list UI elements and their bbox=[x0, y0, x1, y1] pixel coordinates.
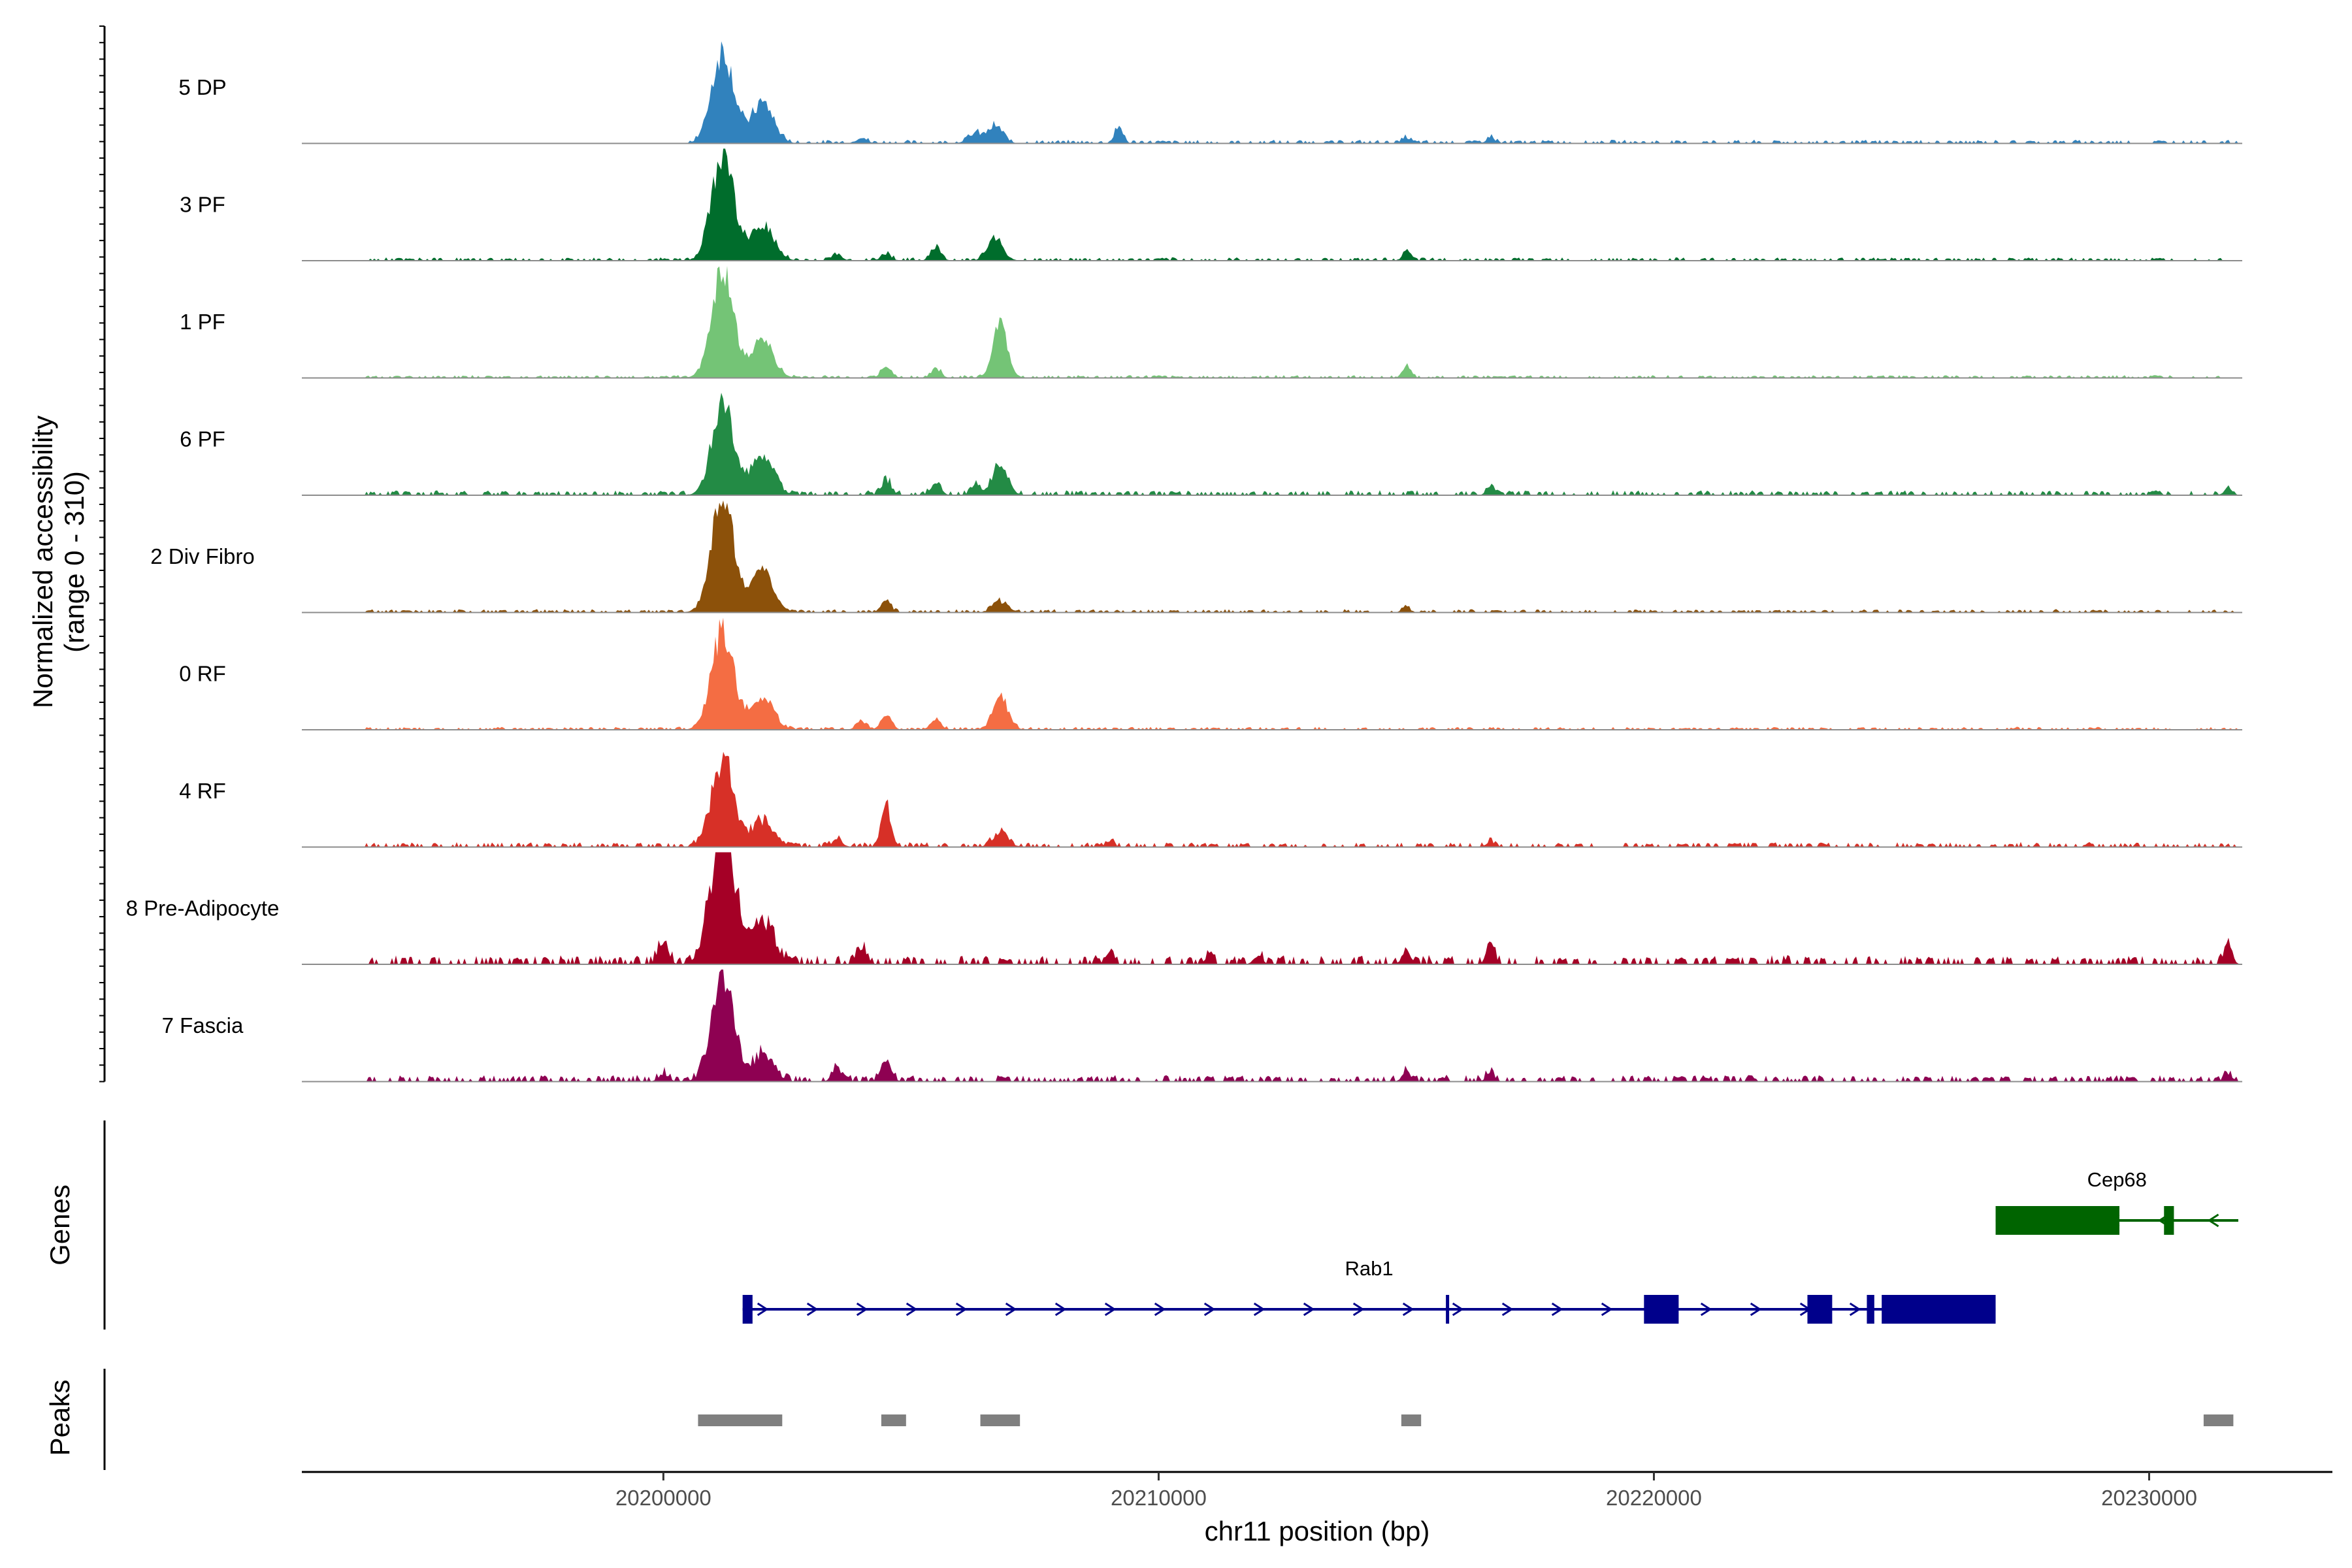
coverage-area bbox=[302, 751, 2242, 847]
gene-cep68: Cep68 bbox=[1995, 1168, 2238, 1235]
coverage-area bbox=[302, 41, 2242, 144]
track-1-pf: 1 PF bbox=[180, 266, 2242, 379]
strand-arrow bbox=[1253, 1302, 1266, 1316]
coverage-area bbox=[302, 500, 2242, 613]
strand-arrow bbox=[1501, 1302, 1514, 1316]
track-6-pf: 6 PF bbox=[180, 393, 2242, 496]
strand-arrow bbox=[1154, 1302, 1166, 1316]
gene-exon bbox=[1446, 1295, 1450, 1324]
peak-region bbox=[2203, 1414, 2234, 1426]
y-axis-title: Normalized accessibility (range 0 - 310) bbox=[27, 416, 90, 708]
coverage-area bbox=[302, 266, 2242, 378]
track-7-fascia: 7 Fascia bbox=[162, 970, 2242, 1083]
strand-arrow bbox=[906, 1302, 918, 1316]
strand-arrow bbox=[806, 1302, 819, 1316]
track-label: 7 Fascia bbox=[162, 1013, 244, 1037]
strand-arrow bbox=[1849, 1302, 1861, 1316]
track-label: 0 RF bbox=[179, 662, 226, 686]
coverage-area bbox=[302, 148, 2242, 261]
track-label: 4 RF bbox=[179, 779, 226, 803]
peak-region bbox=[698, 1414, 783, 1426]
y-axis-title-line-2: (range 0 - 310) bbox=[59, 471, 90, 653]
coverage-area bbox=[302, 852, 2242, 964]
x-tick-label: 20210000 bbox=[1111, 1486, 1207, 1510]
coverage-area bbox=[302, 617, 2242, 730]
track-8-pre-adipocyte: 8 Pre-Adipocyte bbox=[126, 852, 2242, 965]
coverage-area bbox=[302, 970, 2242, 1082]
track-label: 6 PF bbox=[180, 427, 225, 451]
track-3-pf: 3 PF bbox=[180, 148, 2242, 261]
y-axis-title-line-1: Normalized accessibility bbox=[27, 416, 58, 708]
x-axis: 20200000 20210000 20220000 20230000 bbox=[302, 1471, 2332, 1510]
track-2-div-fibro: 2 Div Fibro bbox=[150, 500, 2242, 613]
coverage-tracks: 5 DP 3 PF 1 PF 6 PF 2 Div Fibro 0 RF 4 RF 8 Pre… bbox=[99, 25, 2242, 1083]
track-4-rf: 4 RF bbox=[179, 751, 2242, 848]
track-5-dp: 5 DP bbox=[178, 41, 2242, 144]
strand-arrow bbox=[2207, 1213, 2219, 1228]
x-tick-label: 20200000 bbox=[615, 1486, 711, 1510]
gene-exon bbox=[1882, 1295, 1996, 1324]
strand-arrow bbox=[1452, 1302, 1464, 1316]
genes-panel-label: Genes bbox=[44, 1184, 75, 1266]
strand-arrow bbox=[1203, 1302, 1216, 1316]
strand-arrow bbox=[955, 1302, 968, 1316]
gene-rab1: Rab1 bbox=[742, 1257, 1996, 1324]
x-axis-title: chr11 position (bp) bbox=[1205, 1516, 1430, 1546]
strand-arrow bbox=[1104, 1302, 1117, 1316]
gene-exon bbox=[2164, 1206, 2174, 1235]
gene-exon bbox=[1807, 1295, 1833, 1324]
track-label: 3 PF bbox=[180, 193, 225, 217]
track-0-rf: 0 RF bbox=[179, 617, 2242, 730]
gene-exon bbox=[1644, 1295, 1679, 1324]
strand-arrow bbox=[1750, 1302, 1762, 1316]
strand-arrow bbox=[1551, 1302, 1563, 1316]
strand-arrow bbox=[757, 1302, 769, 1316]
peak-region bbox=[980, 1414, 1021, 1426]
strand-arrow bbox=[1303, 1302, 1315, 1316]
peaks-panel-label: Peaks bbox=[44, 1380, 75, 1456]
track-label: 8 Pre-Adipocyte bbox=[126, 896, 280, 921]
strand-arrow bbox=[1700, 1302, 1712, 1316]
gene-exon bbox=[742, 1295, 753, 1324]
track-label: 2 Div Fibro bbox=[150, 544, 255, 568]
gene-label: Rab1 bbox=[1345, 1257, 1394, 1280]
x-tick-label: 20220000 bbox=[1606, 1486, 1702, 1510]
peaks-panel bbox=[103, 1369, 2234, 1470]
gene-label: Cep68 bbox=[2087, 1168, 2147, 1191]
strand-arrow bbox=[1005, 1302, 1017, 1316]
peak-region bbox=[1401, 1414, 1422, 1426]
strand-arrow bbox=[1601, 1302, 1613, 1316]
strand-arrow bbox=[856, 1302, 868, 1316]
genes-panel: Cep68 Rab1 bbox=[103, 1120, 2238, 1330]
peak-region bbox=[881, 1414, 906, 1426]
gene-exon bbox=[1867, 1295, 1874, 1324]
track-label: 5 DP bbox=[178, 75, 226, 99]
strand-arrow bbox=[1402, 1302, 1414, 1316]
track-label: 1 PF bbox=[180, 310, 225, 334]
coverage-area bbox=[302, 393, 2242, 495]
strand-arrow bbox=[1352, 1302, 1365, 1316]
gene-exon bbox=[1995, 1206, 2120, 1235]
strand-arrow bbox=[1054, 1302, 1067, 1316]
x-tick-label: 20230000 bbox=[2101, 1486, 2197, 1510]
